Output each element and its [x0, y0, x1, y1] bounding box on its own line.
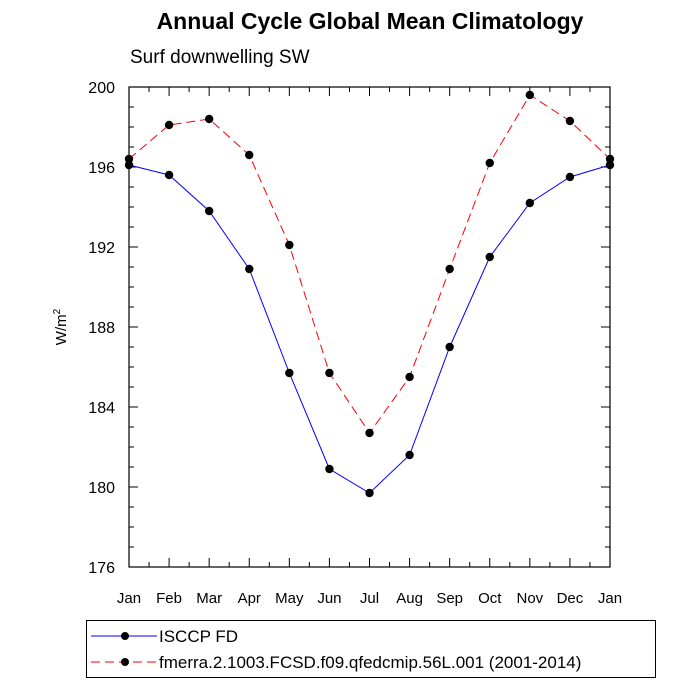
x-tick-label: Nov	[516, 590, 543, 607]
y-tick-label: 180	[88, 480, 115, 497]
x-tick-label: Jun	[317, 590, 341, 607]
data-point-0	[245, 264, 254, 274]
y-tick-label: 196	[88, 160, 115, 177]
data-point-0	[204, 206, 214, 216]
legend-swatch-isccp	[91, 632, 157, 640]
data-point-0	[525, 198, 535, 208]
x-tick-label: Mar	[196, 590, 222, 607]
x-tick-label: May	[275, 590, 304, 607]
x-tick-label: Aug	[396, 590, 423, 607]
y-tick-label: 192	[88, 240, 115, 257]
legend-item-merra: fmerra.2.1003.FCSD.f09.qfedcmip.56L.001 …	[87, 652, 655, 674]
data-point-0	[565, 172, 575, 182]
y-tick-label: 188	[88, 320, 115, 337]
data-point-1	[164, 120, 174, 130]
series-line-0	[128, 164, 611, 494]
x-tick-label: Apr	[238, 590, 261, 607]
data-point-1	[365, 428, 374, 438]
data-point-1	[565, 116, 575, 126]
data-point-0	[164, 170, 174, 180]
data-point-1	[204, 114, 214, 124]
data-point-0	[445, 342, 454, 352]
data-point-1	[405, 372, 414, 382]
x-axis: Jan Feb Mar Apr May Jun Jul Aug Sep Oct Nov Dec Jan	[117, 87, 622, 607]
data-point-1	[245, 150, 254, 160]
x-tick-label: Feb	[156, 590, 182, 607]
y-axis-label: W/m2	[52, 308, 70, 345]
chart-title: Annual Cycle Global Mean Climatology	[156, 8, 584, 34]
y-tick-label: 184	[88, 400, 115, 417]
y-tick-label: 176	[88, 560, 115, 577]
data-point-1	[485, 158, 494, 168]
data-point-1	[285, 240, 294, 250]
data-point-0	[124, 160, 134, 170]
data-point-0	[485, 252, 494, 262]
data-point-1	[325, 368, 334, 378]
data-point-1	[124, 154, 134, 164]
x-tick-label: Sep	[436, 590, 463, 607]
legend: ISCCP FD fmerra.2.1003.FCSD.f09.qfedcmip…	[86, 620, 656, 678]
data-point-0	[605, 160, 615, 170]
chart-subtitle: Surf downwelling SW	[130, 47, 310, 68]
x-tick-label: Dec	[557, 590, 584, 607]
data-point-1	[605, 154, 615, 164]
data-point-1	[525, 90, 535, 100]
x-tick-label: Jul	[360, 590, 379, 607]
data-point-1	[445, 264, 454, 274]
data-point-0	[365, 488, 374, 498]
legend-label-isccp: ISCCP FD	[159, 627, 239, 646]
series-group	[124, 90, 615, 498]
data-point-0	[405, 450, 414, 460]
y-tick-label: 200	[88, 80, 115, 97]
x-tick-label: Jan	[117, 590, 141, 607]
legend-item-isccp: ISCCP FD	[87, 626, 655, 648]
series-line-1	[128, 94, 611, 434]
x-tick-label: Oct	[478, 590, 502, 607]
legend-swatch-merra	[91, 658, 157, 666]
legend-label-merra: fmerra.2.1003.FCSD.f09.qfedcmip.56L.001 …	[159, 653, 582, 672]
x-tick-label: Jan	[598, 590, 622, 607]
data-point-0	[285, 368, 294, 378]
data-point-0	[325, 464, 334, 474]
y-axis: 176 180 184 188 192 196 200	[88, 80, 610, 577]
